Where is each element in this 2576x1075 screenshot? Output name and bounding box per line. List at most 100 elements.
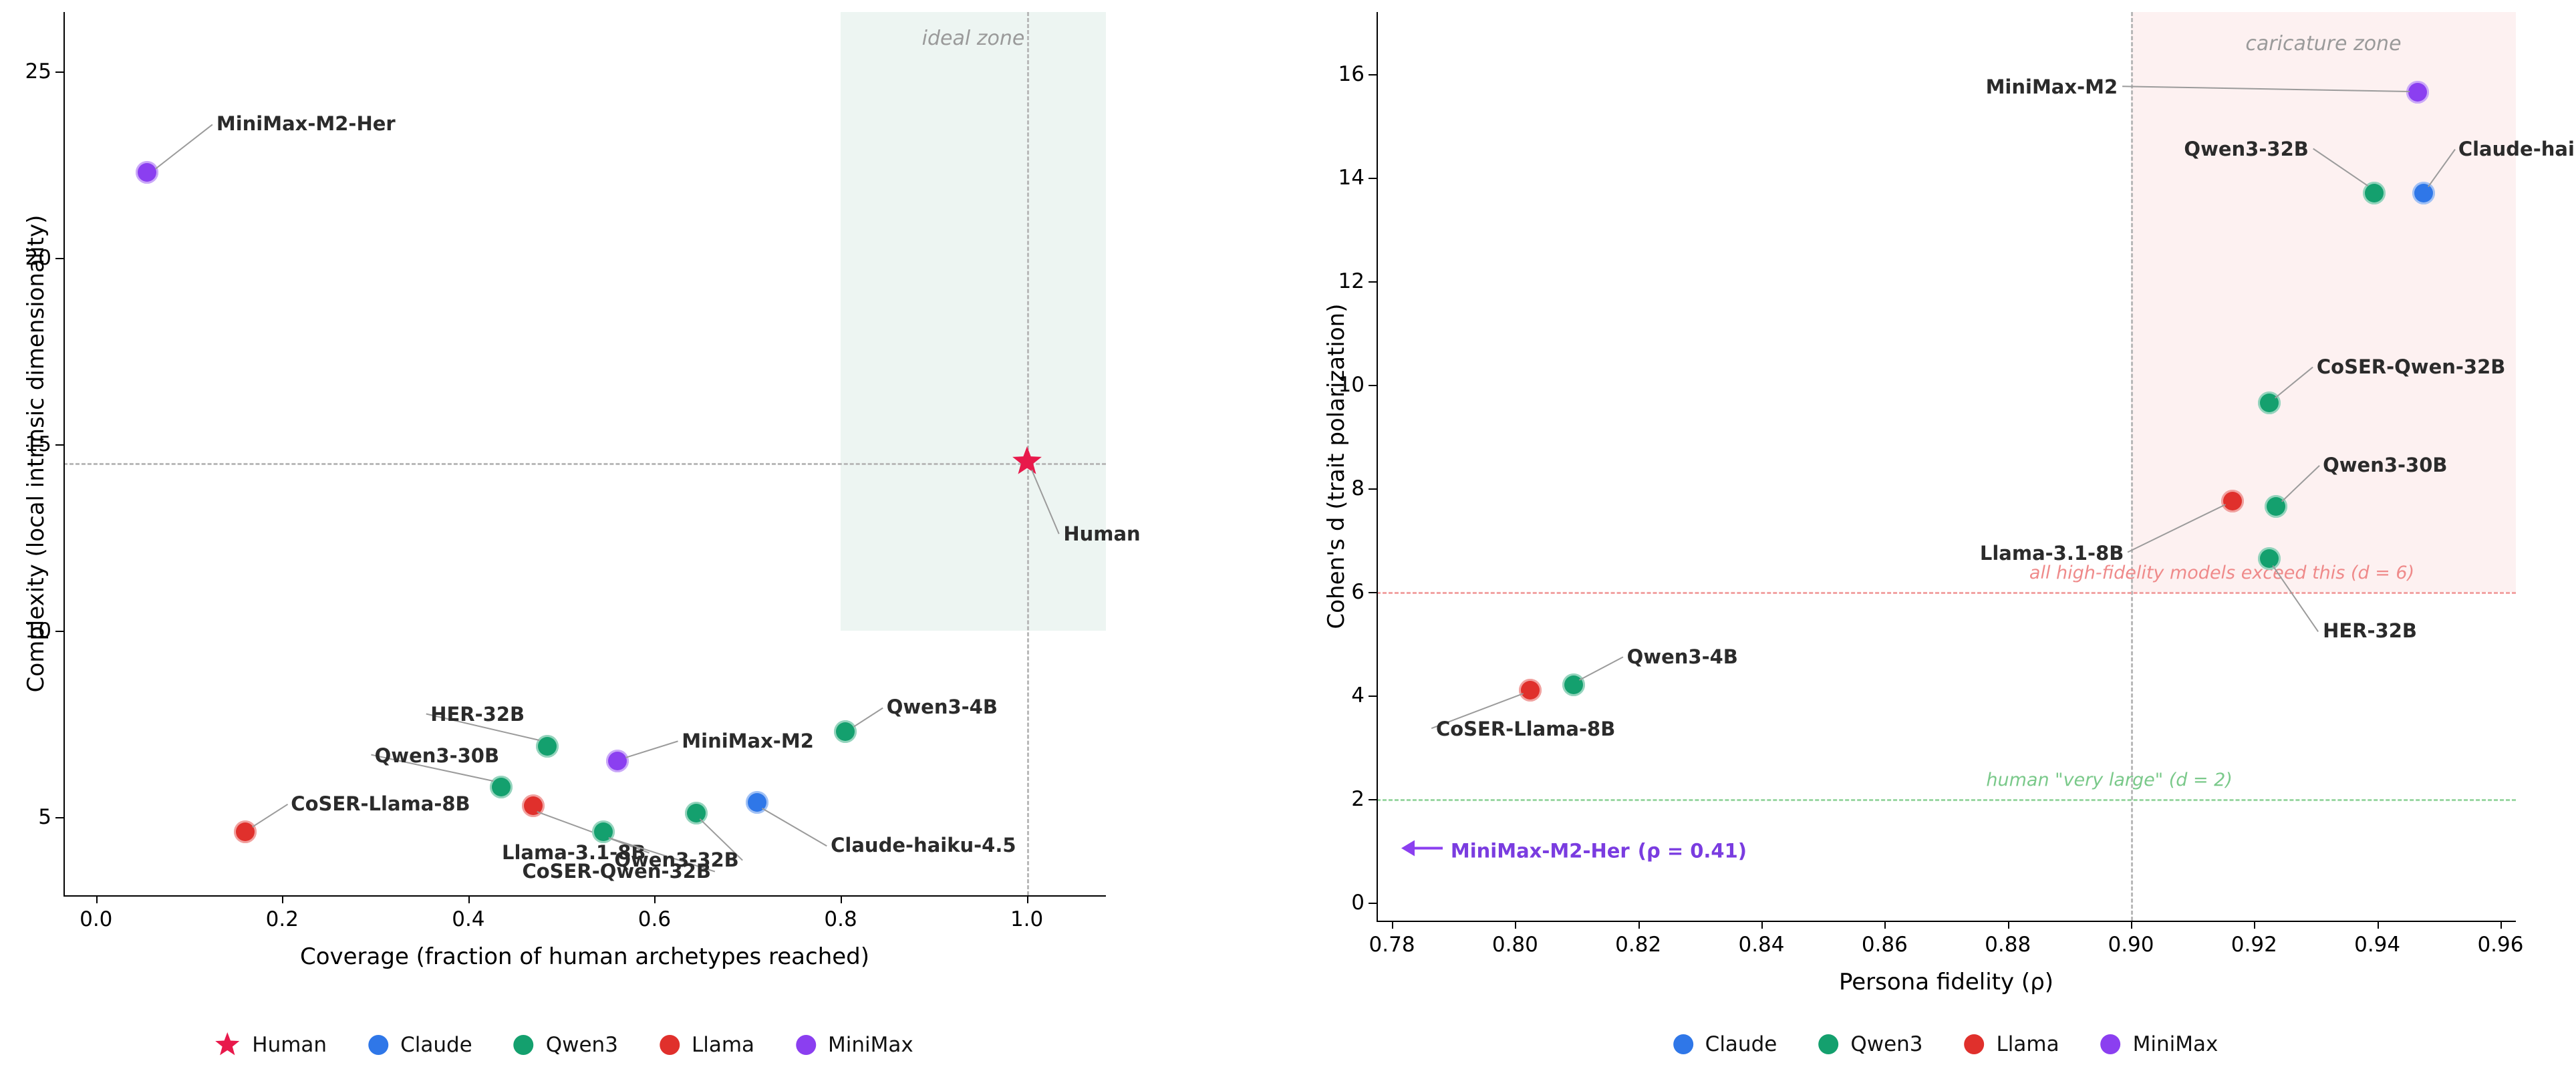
x-tick-label: 0.80 — [1491, 933, 1538, 957]
left-chart-panel: ideal zone 0.0 0.2 0.4 0.6 0.8 1.0 5 10 15 20 25 Cov… — [0, 0, 1223, 1075]
point-label: Claude-haiku-4.5 — [831, 833, 1016, 857]
data-point — [489, 776, 513, 799]
legend-label: Llama — [691, 1033, 755, 1057]
legend-item-llama[interactable]: Llama — [659, 1033, 755, 1057]
y-tick-mark — [55, 816, 63, 818]
reference-line-note: human "very large" (d = 2) — [1986, 769, 2233, 790]
point-label: Human — [1063, 522, 1141, 545]
legend-label: Qwen3 — [1850, 1032, 1923, 1056]
y-tick-mark — [1369, 281, 1377, 283]
x-tick-mark — [1761, 921, 1763, 929]
point-label: Qwen3-32B — [2184, 138, 2309, 161]
legend-label: MiniMax — [2132, 1032, 2219, 1056]
reference-line-horizontal — [63, 462, 1106, 465]
offscale-label: MiniMax-M2-Her — [1450, 839, 1630, 863]
point-label: Llama-3.1-8B — [1979, 541, 2124, 565]
y-axis-line — [63, 12, 65, 895]
circle-icon — [1673, 1034, 1693, 1054]
x-tick-mark — [841, 895, 843, 903]
y-tick-mark — [55, 444, 63, 446]
y-tick-label: 8 — [1351, 476, 1365, 500]
x-tick-mark — [654, 895, 656, 903]
data-point — [1519, 679, 1542, 702]
data-point-star — [1012, 446, 1042, 480]
point-label: HER-32B — [430, 703, 525, 726]
data-point — [834, 720, 857, 743]
zone-label: ideal zone — [921, 27, 1025, 50]
y-tick-mark — [1369, 695, 1377, 697]
y-tick-mark — [55, 258, 63, 260]
circle-icon — [1964, 1034, 1985, 1054]
legend-item-minimax[interactable]: MiniMax — [796, 1033, 913, 1057]
data-point — [2258, 392, 2281, 415]
x-tick-mark — [96, 895, 98, 903]
legend-item-llama[interactable]: Llama — [1964, 1032, 2059, 1056]
legend-label: MiniMax — [828, 1033, 913, 1057]
legend-item-claude[interactable]: Claude — [368, 1033, 472, 1057]
data-point — [2363, 182, 2386, 205]
point-label: MiniMax-M2-Her — [216, 112, 396, 136]
point-label: CoSER-Llama-8B — [1435, 718, 1616, 741]
legend-item-claude[interactable]: Claude — [1673, 1032, 1777, 1056]
right-legend: Claude Qwen3 Llama MiniMax — [1673, 1032, 2260, 1056]
data-point — [2221, 490, 2245, 513]
circle-icon — [1818, 1034, 1839, 1054]
data-point — [2264, 495, 2287, 518]
data-point — [591, 820, 615, 844]
x-tick-label: 0.84 — [1738, 933, 1785, 957]
data-point — [745, 790, 768, 814]
offscale-annotation: MiniMax-M2-Her (ρ = 0.41) — [1401, 838, 1747, 863]
point-label: CoSER-Qwen-32B — [2316, 355, 2506, 378]
annotation-leader-line — [625, 740, 678, 759]
x-tick-label: 0.96 — [2477, 933, 2524, 957]
x-tick-mark — [2130, 921, 2132, 929]
data-point — [2406, 81, 2429, 104]
x-tick-mark — [468, 895, 470, 903]
x-axis-title: Persona fidelity (ρ) — [1838, 969, 2054, 995]
shaded-zone-fidelity-vs-cohens-d — [2130, 12, 2516, 592]
data-point — [233, 820, 257, 844]
point-label: Qwen3-32B — [614, 849, 739, 871]
left-arrow-icon — [1401, 838, 1443, 863]
legend-item-qwen3[interactable]: Qwen3 — [1818, 1032, 1923, 1056]
legend-item-minimax[interactable]: MiniMax — [2100, 1032, 2219, 1056]
x-tick-label: 0.90 — [2108, 933, 2154, 957]
y-tick-label: 14 — [1338, 165, 1365, 190]
y-tick-label: 0 — [1351, 890, 1365, 915]
shaded-zone-coverage-vs-complexity — [841, 12, 1106, 631]
y-tick-label: 10 — [1338, 372, 1365, 397]
x-tick-mark — [1026, 895, 1028, 903]
circle-icon — [659, 1035, 680, 1055]
y-tick-mark — [1369, 488, 1377, 490]
y-axis-title: Cohen's d (trait polarization) — [1323, 303, 1350, 629]
x-tick-label: 0.82 — [1615, 933, 1662, 957]
point-label: MiniMax-M2 — [682, 729, 814, 752]
x-tick-mark — [2007, 921, 2009, 929]
y-axis-title: Complexity (local intrinsic dimensionali… — [23, 214, 49, 693]
y-tick-label: 5 — [38, 804, 51, 829]
reference-line-horizontal — [1377, 798, 2516, 801]
x-tick-label: 0.86 — [1861, 933, 1908, 957]
y-tick-label: 15 — [25, 432, 51, 457]
offscale-value: (ρ = 0.41) — [1637, 839, 1747, 863]
y-tick-label: 6 — [1351, 579, 1365, 604]
y-axis-line — [1377, 12, 1378, 921]
x-tick-label: 0.92 — [2231, 933, 2277, 957]
annotation-leader-line — [1578, 656, 1624, 681]
legend-label: Llama — [1996, 1032, 2059, 1056]
right-chart-panel: caricature zone 0.78 0.80 0.82 0.84 0.86 0.88 0… — [1223, 0, 2576, 1075]
reference-line-horizontal — [1377, 591, 2516, 594]
x-tick-label: 0.2 — [265, 907, 299, 931]
y-tick-mark — [55, 71, 63, 73]
annotation-leader-line — [761, 807, 827, 847]
x-axis-line — [63, 895, 1106, 897]
x-tick-label: 0.78 — [1369, 933, 1415, 957]
y-tick-mark — [1369, 798, 1377, 800]
legend-item-qwen3[interactable]: Qwen3 — [513, 1033, 618, 1057]
y-tick-mark — [55, 630, 63, 632]
annotation-leader-line — [251, 804, 288, 828]
x-tick-mark — [1638, 921, 1640, 929]
y-tick-mark — [1369, 591, 1377, 593]
legend-item-human[interactable]: Human — [214, 1032, 327, 1058]
